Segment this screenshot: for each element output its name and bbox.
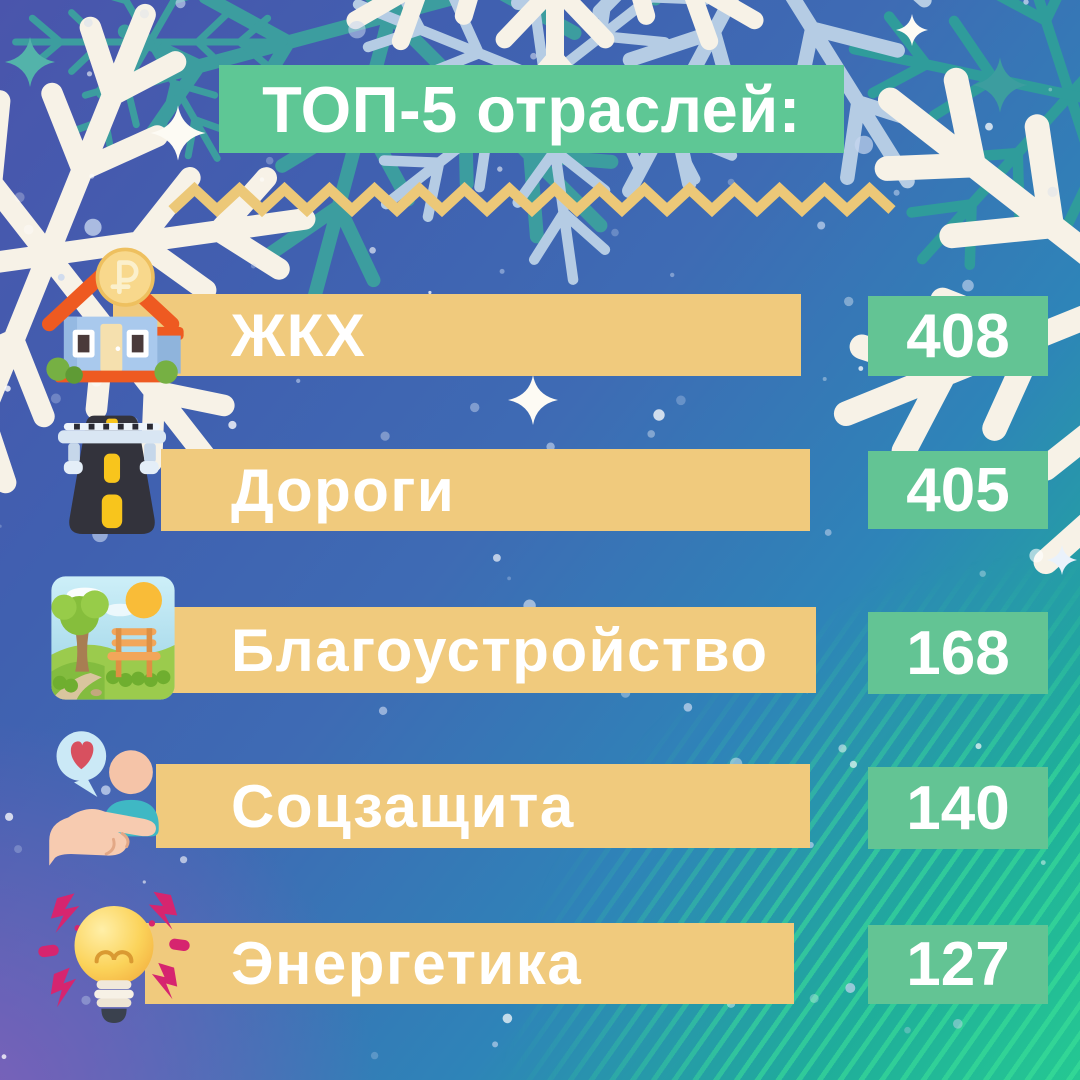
value-badge: 140 [868,767,1048,849]
house-ruble-icon [34,247,196,394]
industry-label: Дороги [231,456,456,524]
lightbulb-icon [28,876,200,1034]
industry-bar: ЖКХ [113,294,801,376]
value-badge: 127 [868,925,1048,1004]
industry-bar: Энергетика [145,923,794,1004]
industry-label: Благоустройство [231,616,769,684]
industry-bar: Благоустройство [101,607,816,693]
industry-bar: Соцзащита [156,764,810,848]
value-badge: 168 [868,612,1048,694]
care-hand-icon [24,724,200,870]
road-icon [36,404,188,550]
industry-label: Энергетика [231,930,583,997]
industry-label: ЖКХ [231,301,367,369]
industry-label: Соцзащита [231,772,575,840]
park-icon [42,568,184,708]
value-badge: 408 [868,296,1048,376]
value-badge: 405 [868,451,1048,529]
industry-bar: Дороги [161,449,810,531]
